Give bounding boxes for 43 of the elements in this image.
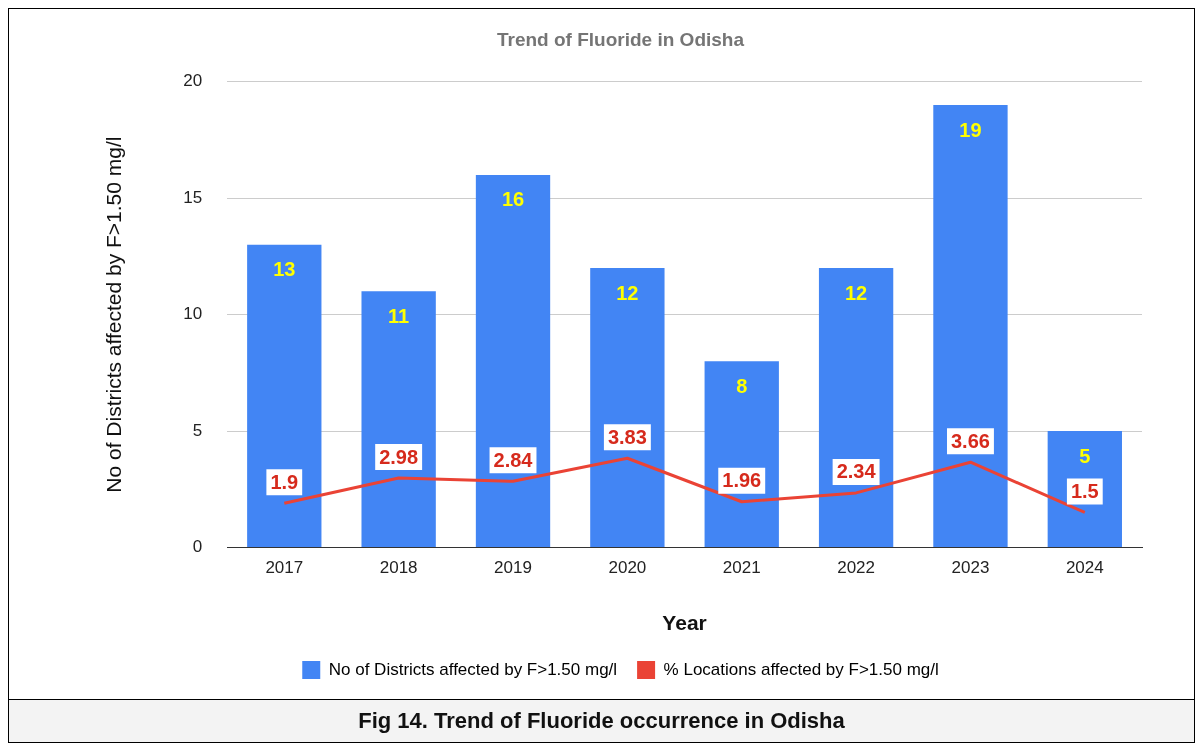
- bar: [704, 361, 779, 547]
- data-label: 8: [736, 374, 748, 397]
- data-label: 19: [959, 118, 982, 141]
- bar: [818, 268, 894, 547]
- data-label: 2.34: [836, 460, 877, 483]
- bar: [1047, 431, 1122, 547]
- x-tick-label: 2023: [951, 558, 990, 578]
- bar: [247, 244, 322, 547]
- data-label: 1.5: [1070, 480, 1099, 502]
- bar: [475, 174, 551, 547]
- bar: [590, 268, 665, 547]
- y-axis-title: No of Districts affected by F>1.50 mg/l: [102, 136, 126, 493]
- legend-label: No of Districts affected by F>1.50 mg/l: [328, 659, 618, 679]
- data-label: 1.96: [722, 469, 762, 492]
- data-label: 3.83: [607, 425, 647, 448]
- data-label: 12: [844, 281, 868, 304]
- x-tick-label: 2017: [265, 558, 304, 578]
- chart-title: Trend of Fluoride in Odisha: [496, 28, 745, 50]
- legend-label: % Locations affected by F>1.50 mg/l: [663, 659, 939, 679]
- y-tick-label: 10: [183, 304, 203, 324]
- x-tick-label: 2018: [379, 558, 418, 578]
- y-tick-label: 20: [183, 71, 203, 91]
- x-axis-title: Year: [662, 611, 707, 635]
- x-tick-label: 2021: [722, 558, 761, 578]
- bar: [933, 105, 1008, 547]
- data-label: 13: [273, 258, 296, 281]
- y-tick-label: 15: [183, 187, 203, 207]
- data-label: 16: [501, 188, 525, 211]
- data-label: 2.84: [493, 448, 534, 471]
- x-tick-label: 2020: [608, 558, 647, 578]
- data-label: 5: [1079, 444, 1091, 467]
- x-tick-label: 2022: [837, 558, 876, 578]
- caption: Fig 14. Trend of Fluoride occurrence in Odisha: [9, 699, 1194, 742]
- x-tick-label: 2019: [494, 558, 532, 578]
- data-label: 3.66: [950, 429, 990, 452]
- y-tick-label: 0: [192, 537, 203, 557]
- data-label: 2.98: [379, 445, 419, 468]
- data-label: 12: [616, 281, 639, 304]
- y-tick-label: 5: [192, 420, 203, 440]
- data-label: 1.9: [270, 470, 299, 493]
- bar: [361, 291, 436, 547]
- data-label: 11: [388, 304, 410, 327]
- x-tick-label: 2024: [1065, 558, 1104, 578]
